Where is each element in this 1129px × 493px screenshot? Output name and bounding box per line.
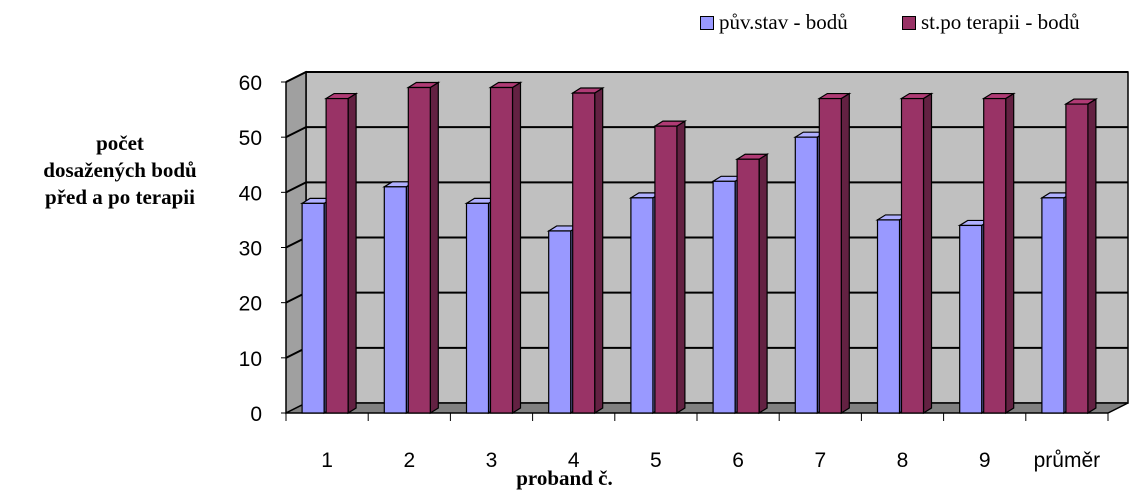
bar-series-2-3 — [488, 81, 523, 415]
legend: pův.stav - bodů st.po terapii - bodů — [0, 10, 1129, 38]
bar-series-2-8 — [899, 92, 934, 415]
y-tick-label-4: 40 — [239, 182, 262, 205]
x-tick-label-9: průměr — [1034, 449, 1101, 472]
x-tick-label-1: 2 — [403, 449, 415, 472]
legend-swatch-series-2 — [902, 15, 916, 30]
bar-series-2-1 — [324, 92, 359, 415]
y-axis-title-line-2: dosažených bodů — [43, 158, 197, 182]
x-tick-label-8: 9 — [979, 449, 991, 472]
legend-item-series-1: pův.stav - bodů — [700, 10, 848, 35]
y-tick-label-3: 30 — [239, 238, 262, 261]
bar-series-2-5 — [652, 120, 687, 415]
bar-series-2-4 — [570, 86, 605, 415]
x-tick-label-7: 8 — [897, 449, 909, 472]
x-tick-label-2: 3 — [486, 449, 498, 472]
gridline-6 — [285, 71, 1128, 83]
bar-series-2-6 — [735, 153, 770, 415]
y-tick-label-5: 50 — [239, 127, 262, 150]
x-tick-label-4: 5 — [650, 449, 662, 472]
legend-swatch-series-1 — [700, 15, 714, 30]
legend-item-series-2: st.po terapii - bodů — [902, 10, 1080, 35]
y-axis-title-line-1: počet — [96, 131, 144, 155]
legend-label-series-2: st.po terapii - bodů — [921, 10, 1080, 34]
gridline-5 — [285, 126, 1128, 139]
legend-label-series-1: pův.stav - bodů — [719, 10, 848, 34]
x-tick-label-3: 4 — [568, 449, 580, 472]
x-tick-label-5: 6 — [732, 449, 744, 472]
bar-series-2-9 — [981, 92, 1016, 415]
bar-series-2-průměr — [1063, 97, 1098, 415]
x-tick-label-6: 7 — [814, 449, 826, 472]
y-tick-label-6: 60 — [239, 72, 262, 95]
y-axis-title-line-3: před a po terapii — [45, 185, 195, 209]
gridline-4 — [285, 181, 1128, 194]
bar-series-2-7 — [817, 92, 852, 415]
y-tick-label-1: 10 — [239, 348, 262, 371]
y-tick-label-0: 0 — [250, 403, 262, 426]
x-tick-label-0: 1 — [321, 449, 333, 472]
y-tick-label-2: 20 — [239, 293, 262, 316]
y-axis-title: počet dosažených bodů před a po terapii — [20, 130, 220, 211]
bar-series-2-2 — [406, 81, 441, 415]
x-axis-title: proband č. — [516, 466, 613, 490]
